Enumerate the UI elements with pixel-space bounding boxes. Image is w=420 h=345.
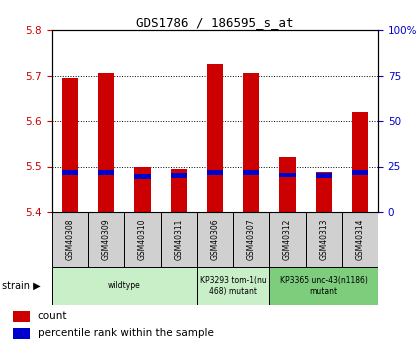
Bar [243, 170, 260, 175]
Bar [207, 170, 223, 175]
Bar [171, 169, 187, 212]
Bar [352, 112, 368, 212]
Bar [197, 267, 269, 305]
Text: GSM40309: GSM40309 [102, 219, 111, 260]
Text: wildtype: wildtype [108, 282, 141, 290]
Text: GSM40308: GSM40308 [66, 219, 75, 260]
Bar [342, 212, 378, 267]
Bar [279, 173, 296, 177]
Text: GSM40313: GSM40313 [319, 219, 328, 260]
Text: percentile rank within the sample: percentile rank within the sample [38, 328, 214, 338]
Bar [13, 328, 29, 339]
Bar [62, 78, 78, 212]
Bar [52, 267, 197, 305]
Bar [352, 170, 368, 175]
Bar [269, 212, 306, 267]
Bar [134, 174, 151, 179]
Bar [98, 170, 115, 175]
Bar [134, 167, 151, 212]
Text: GSM40307: GSM40307 [247, 219, 256, 260]
Bar [62, 170, 78, 175]
Bar [279, 157, 296, 212]
Text: GSM40311: GSM40311 [174, 219, 183, 260]
Text: strain ▶: strain ▶ [2, 281, 41, 291]
Text: count: count [38, 312, 67, 322]
Bar [269, 267, 378, 305]
Bar [315, 172, 332, 212]
Bar [233, 212, 269, 267]
Bar [306, 212, 342, 267]
Title: GDS1786 / 186595_s_at: GDS1786 / 186595_s_at [136, 16, 294, 29]
Bar [207, 64, 223, 212]
Bar [197, 212, 233, 267]
Bar [124, 212, 161, 267]
Bar [52, 212, 88, 267]
Bar [13, 311, 29, 322]
Bar [243, 73, 260, 212]
Bar [315, 173, 332, 178]
Text: KP3365 unc-43(n1186)
mutant: KP3365 unc-43(n1186) mutant [280, 276, 368, 296]
Bar [171, 173, 187, 178]
Text: GSM40314: GSM40314 [355, 219, 365, 260]
Bar [88, 212, 124, 267]
Text: GSM40312: GSM40312 [283, 219, 292, 260]
Bar [98, 73, 115, 212]
Text: GSM40306: GSM40306 [210, 219, 220, 260]
Text: KP3293 tom-1(nu
468) mutant: KP3293 tom-1(nu 468) mutant [200, 276, 266, 296]
Bar [161, 212, 197, 267]
Text: GSM40310: GSM40310 [138, 219, 147, 260]
